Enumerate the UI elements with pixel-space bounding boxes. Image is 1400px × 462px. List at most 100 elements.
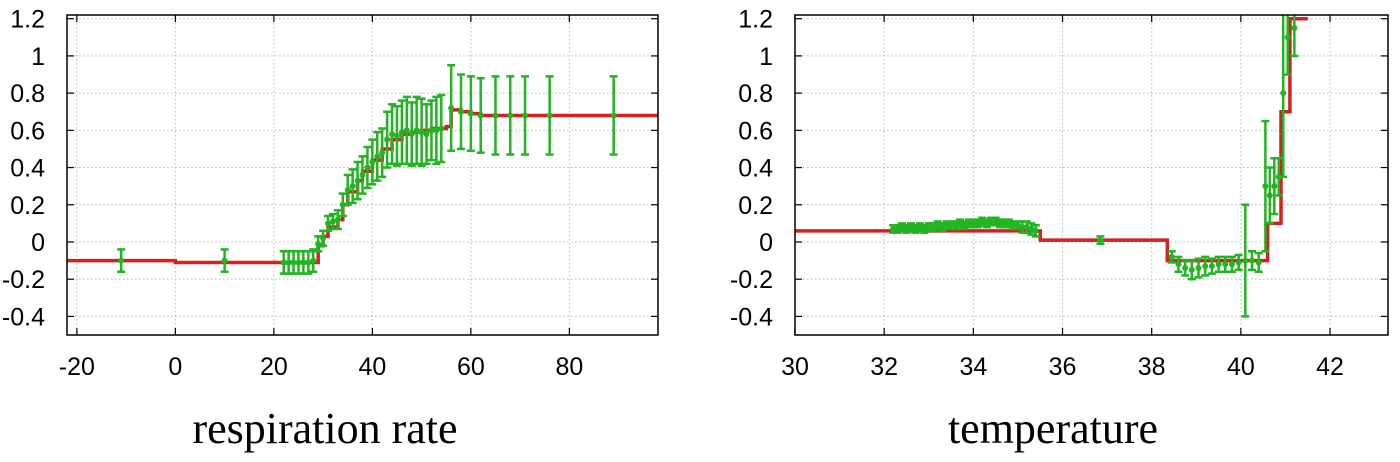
data-point (305, 259, 312, 266)
data-point (320, 235, 327, 242)
data-point (458, 108, 464, 115)
data-point (325, 220, 332, 227)
x-tick-label: 38 (1138, 353, 1166, 381)
data-point (339, 201, 346, 208)
data-point (467, 110, 474, 117)
data-point (408, 131, 415, 138)
data-point (1271, 183, 1278, 190)
data-point (1215, 261, 1222, 268)
plot-frame (66, 14, 659, 336)
x-axis-title: temperature (948, 404, 1158, 453)
data-point (1208, 263, 1215, 270)
data-point (285, 259, 292, 266)
data-point (423, 131, 430, 138)
data-point (389, 131, 396, 138)
ticks: -20 0 20 40 60 80 1.2 1 0.8 0.6 0.4 0.2 0 -0.2 -0.4 (2, 6, 658, 381)
data-point (1175, 261, 1182, 268)
plot-frame (794, 14, 1389, 336)
data-point (1228, 261, 1235, 268)
x-tick-label: 80 (555, 353, 583, 381)
data-point (438, 125, 445, 132)
data-point (1032, 227, 1039, 234)
data-point (1242, 257, 1249, 264)
data-point (1280, 90, 1287, 97)
data-point (1202, 263, 1209, 270)
data-point (477, 112, 484, 119)
data-point (890, 225, 897, 232)
data-point (492, 112, 499, 119)
data-point (344, 186, 351, 193)
data-point (970, 220, 977, 227)
data-point (393, 132, 400, 139)
error-bars (889, 15, 1299, 318)
data-point (384, 136, 391, 143)
data-point (1291, 25, 1298, 32)
x-tick-label: 30 (781, 353, 809, 381)
data-point (1168, 253, 1175, 260)
y-tick-label: 0 (31, 229, 45, 257)
x-axis-title: respiration rate (192, 404, 457, 453)
data-point (1182, 265, 1189, 272)
data-point (433, 127, 440, 134)
data-point (522, 112, 529, 119)
data-point (221, 257, 228, 264)
grid-lines (67, 15, 658, 335)
data-point (1284, 34, 1291, 41)
x-tick-label: 32 (870, 353, 898, 381)
y-tick-label: 0.6 (10, 117, 45, 145)
data-point (1195, 265, 1202, 272)
data-point (418, 129, 425, 136)
data-point (1262, 183, 1269, 190)
plot-area (67, 63, 658, 275)
data-point (1097, 237, 1104, 244)
data-point (295, 259, 302, 266)
data-point (1019, 224, 1026, 231)
data-point (1188, 266, 1195, 273)
x-tick-label: 40 (358, 353, 386, 381)
y-tick-label: -0.4 (2, 303, 45, 331)
data-point (354, 177, 361, 184)
data-point (413, 127, 420, 134)
x-tick-label: 42 (1316, 353, 1344, 381)
y-tick-label: 0.4 (10, 155, 45, 183)
x-tick-label: 0 (168, 353, 182, 381)
y-tick-label: 0.2 (10, 192, 45, 220)
data-point (349, 183, 356, 190)
plot-area (795, 15, 1308, 318)
y-tick-label: 1 (31, 43, 45, 71)
data-point (1001, 220, 1008, 227)
data-point (948, 222, 955, 229)
x-tick-label: 40 (1227, 353, 1255, 381)
data-point (364, 164, 371, 171)
data-point (988, 218, 995, 225)
y-tick-label: 0.2 (738, 192, 773, 220)
data-point (448, 105, 455, 112)
data-point (1249, 257, 1256, 264)
data-point (359, 172, 366, 178)
data-point (369, 158, 376, 165)
y-tick-label: 0.8 (738, 80, 773, 108)
x-tick-label: 20 (260, 353, 288, 381)
data-point (334, 216, 341, 223)
y-tick-label: 0.6 (738, 117, 773, 145)
data-point (428, 127, 435, 134)
data-point (943, 222, 950, 229)
data-point (610, 112, 617, 119)
data-point (1222, 261, 1229, 268)
step-line (795, 16, 1308, 263)
x-tick-label: 34 (959, 353, 987, 381)
data-point (1255, 259, 1262, 266)
data-point (997, 220, 1004, 227)
data-point (374, 153, 381, 160)
grid-lines (794, 15, 1388, 335)
data-point (300, 259, 307, 266)
data-point (329, 218, 336, 225)
y-tick-label: 0 (759, 229, 773, 257)
data-point (965, 220, 972, 227)
error-bars (117, 63, 618, 275)
data-point (1275, 173, 1282, 180)
data-point (379, 149, 386, 156)
data-point (507, 112, 514, 119)
data-point (118, 257, 125, 264)
